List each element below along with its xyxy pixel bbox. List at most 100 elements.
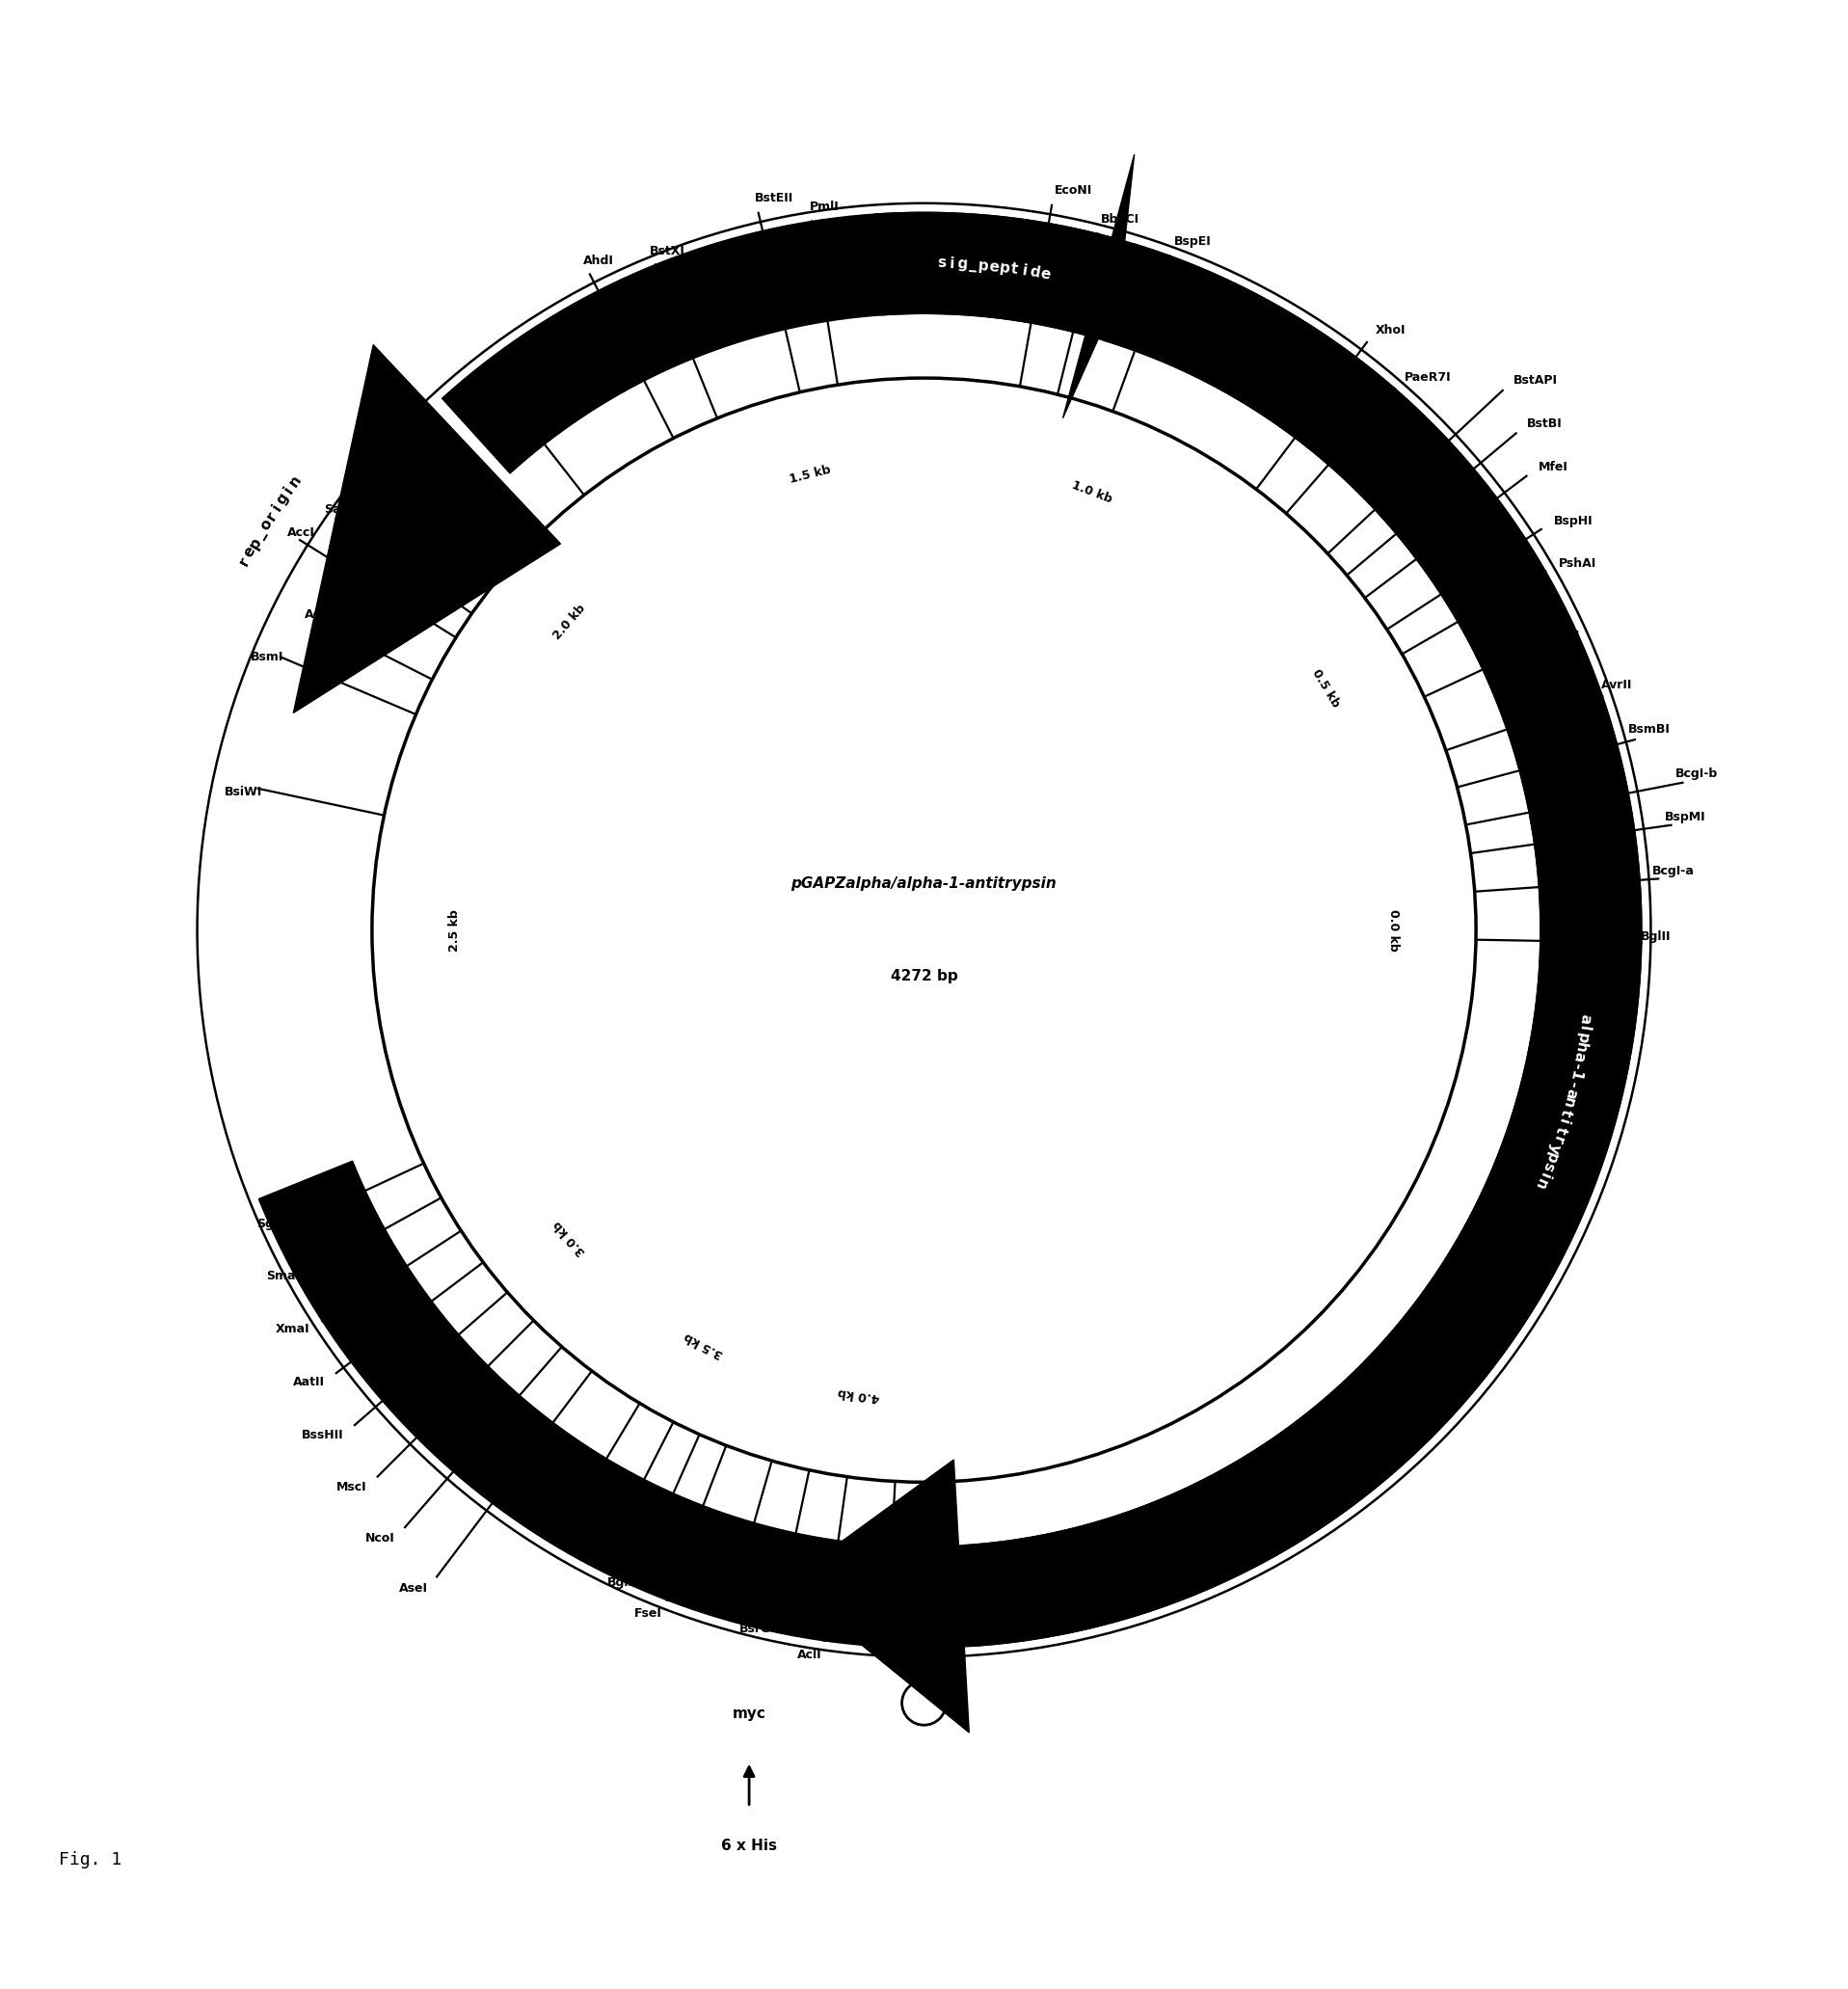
Text: y: y (1547, 1142, 1563, 1156)
Text: SmaI: SmaI (266, 1271, 299, 1283)
Text: BsmI: BsmI (249, 650, 283, 664)
Text: BssHII: BssHII (301, 1428, 344, 1440)
Text: BsmBI: BsmBI (1628, 724, 1671, 736)
Text: -: - (1569, 1062, 1586, 1070)
Text: MfeI: MfeI (1538, 461, 1567, 473)
Text: DraIII: DraIII (571, 1543, 608, 1555)
Text: 2.0 kb: 2.0 kb (551, 603, 588, 642)
Text: o: o (248, 911, 266, 923)
Text: 1.0 kb: 1.0 kb (1070, 479, 1114, 505)
Text: PmlI: PmlI (809, 201, 839, 213)
Text: t: t (1558, 1106, 1574, 1118)
Text: 0.5 kb: 0.5 kb (1310, 666, 1342, 710)
Polygon shape (965, 245, 1641, 1647)
Text: _: _ (968, 257, 978, 272)
Text: Z: Z (248, 937, 266, 951)
Text: BstXI: BstXI (650, 245, 686, 257)
Text: 4.0 kb: 4.0 kb (837, 1386, 880, 1404)
Text: MluI: MluI (704, 1593, 732, 1605)
Text: i: i (1538, 1170, 1552, 1179)
Text: r: r (1549, 1134, 1565, 1146)
Text: myc: myc (732, 1707, 765, 1720)
Text: n: n (286, 473, 303, 489)
Text: g: g (274, 489, 292, 507)
Text: XmaI: XmaI (275, 1323, 310, 1335)
Text: MslI: MslI (495, 376, 523, 388)
Text: AclI: AclI (796, 1649, 822, 1661)
Text: p: p (246, 535, 264, 551)
Text: BsiWI: BsiWI (225, 786, 262, 798)
Text: p: p (1574, 1030, 1591, 1044)
Text: BssSI: BssSI (900, 1637, 937, 1651)
Text: i: i (270, 501, 285, 513)
Text: s: s (1539, 1160, 1556, 1174)
Text: s: s (937, 257, 946, 271)
Text: t: t (1552, 1124, 1569, 1136)
Text: BglI: BglI (608, 1575, 634, 1589)
Text: AvrII: AvrII (1600, 678, 1632, 692)
Text: p: p (998, 261, 1011, 276)
Text: h: h (1573, 1040, 1589, 1054)
Text: p: p (1543, 1150, 1560, 1166)
Text: 3.5 kb: 3.5 kb (682, 1329, 724, 1360)
Text: 0.0 kb: 0.0 kb (1388, 909, 1399, 951)
Text: i: i (1022, 263, 1029, 278)
Text: BstBI: BstBI (1526, 418, 1563, 430)
Text: 4272 bp: 4272 bp (891, 969, 957, 983)
Text: BspMI: BspMI (1665, 810, 1706, 823)
Text: BspEI: BspEI (1175, 235, 1212, 249)
Text: 1: 1 (1567, 1068, 1584, 1082)
Text: BbvCI: BbvCI (1101, 213, 1140, 225)
Text: Fig. 1: Fig. 1 (59, 1852, 122, 1868)
Polygon shape (294, 344, 560, 712)
Text: i: i (1556, 1116, 1571, 1126)
Text: NsiI: NsiI (1554, 631, 1580, 642)
Text: BspHI: BspHI (1554, 515, 1593, 527)
Polygon shape (737, 1567, 791, 1631)
Text: NcoI: NcoI (366, 1532, 395, 1545)
Text: 2.5 kb: 2.5 kb (449, 909, 460, 951)
Text: 3.0 kb: 3.0 kb (551, 1217, 588, 1257)
Text: XbaI: XbaI (362, 483, 392, 497)
Text: d: d (1029, 265, 1042, 280)
Text: r: r (264, 509, 279, 523)
Text: AccI: AccI (288, 525, 316, 539)
Text: n: n (1560, 1096, 1576, 1110)
Text: 1.5 kb: 1.5 kb (789, 463, 832, 485)
Text: i: i (950, 257, 955, 271)
Text: PaeR7I: PaeR7I (1404, 372, 1451, 384)
Polygon shape (874, 213, 1111, 334)
Text: AatII: AatII (292, 1376, 325, 1388)
Text: e: e (1039, 267, 1052, 282)
Text: a: a (1562, 1086, 1578, 1100)
Text: BcgI-a: BcgI-a (1652, 865, 1695, 877)
Text: NotI: NotI (399, 467, 427, 479)
Text: i: i (281, 483, 296, 495)
Text: _: _ (253, 527, 268, 541)
Text: n: n (1532, 1175, 1549, 1191)
Polygon shape (785, 1460, 968, 1732)
Text: BglII: BglII (1641, 931, 1671, 943)
Text: SalI: SalI (323, 503, 349, 517)
Text: StuI: StuI (538, 1520, 565, 1534)
Text: o: o (257, 517, 275, 533)
Text: SgrAI: SgrAI (257, 1217, 294, 1231)
Text: AseI: AseI (399, 1581, 429, 1595)
Text: BstAPI: BstAPI (1514, 374, 1558, 386)
Text: 6 x His: 6 x His (721, 1838, 776, 1854)
Text: p: p (978, 259, 989, 272)
Text: e: e (242, 545, 259, 561)
Text: l: l (1576, 1024, 1591, 1032)
Polygon shape (1063, 155, 1135, 418)
Text: BstEII: BstEII (756, 193, 795, 205)
Text: BcgI-b: BcgI-b (1676, 768, 1719, 780)
Text: EcoNI: EcoNI (1055, 185, 1092, 197)
Text: g: g (957, 257, 968, 272)
Text: e: e (248, 925, 266, 937)
Text: MscI: MscI (336, 1480, 368, 1494)
Text: PshAI: PshAI (1558, 557, 1597, 571)
Text: XhoI: XhoI (1375, 324, 1406, 336)
Text: a: a (1571, 1050, 1587, 1062)
Text: t: t (1011, 261, 1018, 276)
Text: BciVI: BciVI (854, 1619, 887, 1631)
